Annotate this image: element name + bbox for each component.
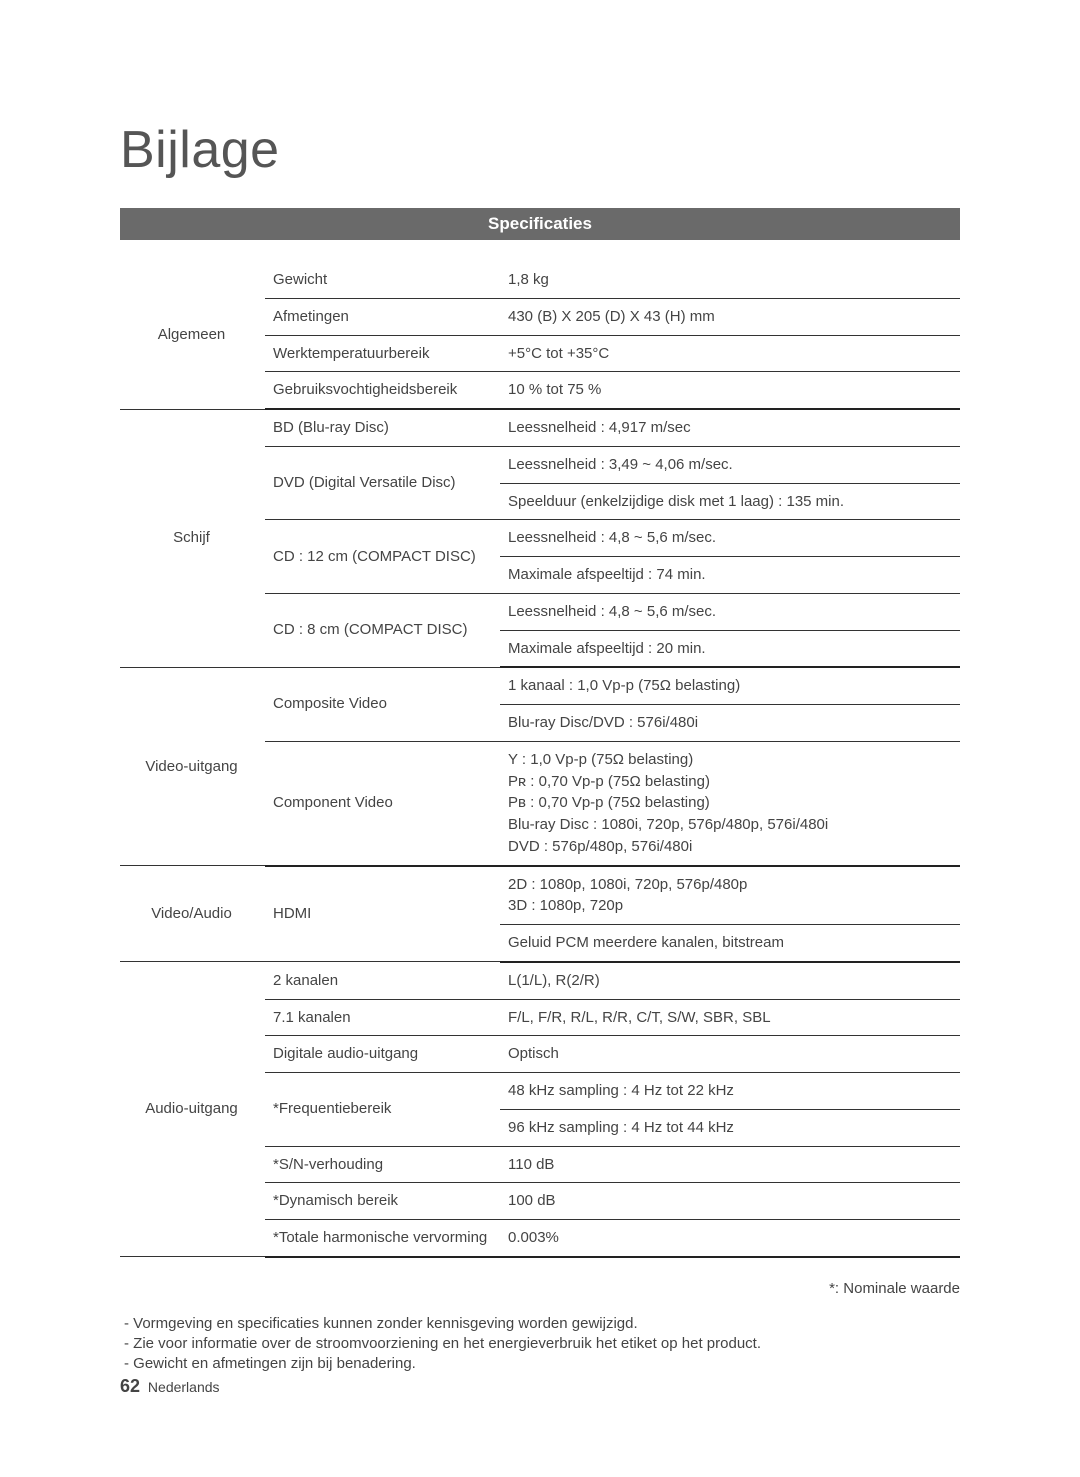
spec-value: 0.003% [500, 1220, 960, 1257]
category-cell: Video/Audio [120, 866, 265, 962]
page-number: 62 [120, 1376, 140, 1396]
spec-label: DVD (Digital Versatile Disc) [265, 446, 500, 520]
spec-label: *Frequentiebereik [265, 1073, 500, 1147]
spec-value: Y : 1,0 Vp-p (75Ω belasting)Pʀ : 0,70 Vp… [500, 741, 960, 865]
spec-value: 48 kHz sampling : 4 Hz tot 22 kHz [500, 1073, 960, 1110]
nominal-value-note: *: Nominale waarde [120, 1280, 960, 1297]
spec-value: Maximale afspeeltijd : 20 min. [500, 630, 960, 667]
spec-value: Geluid PCM meerdere kanalen, bitstream [500, 925, 960, 962]
spec-label: *Dynamisch bereik [265, 1183, 500, 1220]
spec-label: *S/N-verhouding [265, 1146, 500, 1183]
spec-value: Maximale afspeeltijd : 74 min. [500, 557, 960, 594]
category-cell: Schijf [120, 409, 265, 667]
spec-label: Component Video [265, 741, 500, 865]
spec-value: 10 % tot 75 % [500, 372, 960, 409]
spec-table: AlgemeenGewicht1,8 kgAfmetingen430 (B) X… [120, 262, 960, 1258]
category-cell: Audio-uitgang [120, 962, 265, 1257]
spec-value: Leessnelheid : 4,8 ~ 5,6 m/sec. [500, 593, 960, 630]
spec-label: CD : 8 cm (COMPACT DISC) [265, 593, 500, 667]
spec-value: Leessnelheid : 3,49 ~ 4,06 m/sec. [500, 446, 960, 483]
spec-value: Leessnelheid : 4,917 m/sec [500, 409, 960, 446]
spec-label: Werktemperatuurbereik [265, 335, 500, 372]
spec-label: Digitale audio-uitgang [265, 1036, 500, 1073]
spec-value: 430 (B) X 205 (D) X 43 (H) mm [500, 298, 960, 335]
category-cell: Algemeen [120, 262, 265, 409]
spec-value: 2D : 1080p, 1080i, 720p, 576p/480p3D : 1… [500, 866, 960, 925]
spec-value: L(1/L), R(2/R) [500, 962, 960, 999]
section-header-specificaties: Specificaties [120, 208, 960, 240]
spec-value: Blu-ray Disc/DVD : 576i/480i [500, 705, 960, 742]
spec-label: Gebruiksvochtigheidsbereik [265, 372, 500, 409]
page-language: Nederlands [148, 1379, 220, 1395]
category-cell: Video-uitgang [120, 667, 265, 865]
spec-label: Composite Video [265, 667, 500, 741]
note-item: - Vormgeving en specificaties kunnen zon… [120, 1315, 960, 1332]
page-footer: 62 Nederlands [120, 1376, 220, 1397]
spec-value: 100 dB [500, 1183, 960, 1220]
spec-value: Optisch [500, 1036, 960, 1073]
notes-list: - Vormgeving en specificaties kunnen zon… [120, 1315, 960, 1372]
note-item: - Gewicht en afmetingen zijn bij benader… [120, 1355, 960, 1372]
spec-value: +5°C tot +35°C [500, 335, 960, 372]
spec-value: Speelduur (enkelzijdige disk met 1 laag)… [500, 483, 960, 520]
spec-label: HDMI [265, 866, 500, 962]
spec-label: Afmetingen [265, 298, 500, 335]
spec-label: BD (Blu-ray Disc) [265, 409, 500, 446]
spec-label: *Totale harmonische vervorming [265, 1220, 500, 1257]
spec-value: 110 dB [500, 1146, 960, 1183]
spec-label: Gewicht [265, 262, 500, 298]
spec-value: 1 kanaal : 1,0 Vp-p (75Ω belasting) [500, 667, 960, 704]
spec-value: 1,8 kg [500, 262, 960, 298]
spec-value: Leessnelheid : 4,8 ~ 5,6 m/sec. [500, 520, 960, 557]
spec-value: 96 kHz sampling : 4 Hz tot 44 kHz [500, 1109, 960, 1146]
spec-label: 2 kanalen [265, 962, 500, 999]
spec-label: 7.1 kanalen [265, 999, 500, 1036]
spec-label: CD : 12 cm (COMPACT DISC) [265, 520, 500, 594]
page-title: Bijlage [120, 120, 960, 180]
spec-value: F/L, F/R, R/L, R/R, C/T, S/W, SBR, SBL [500, 999, 960, 1036]
note-item: - Zie voor informatie over de stroomvoor… [120, 1335, 960, 1352]
